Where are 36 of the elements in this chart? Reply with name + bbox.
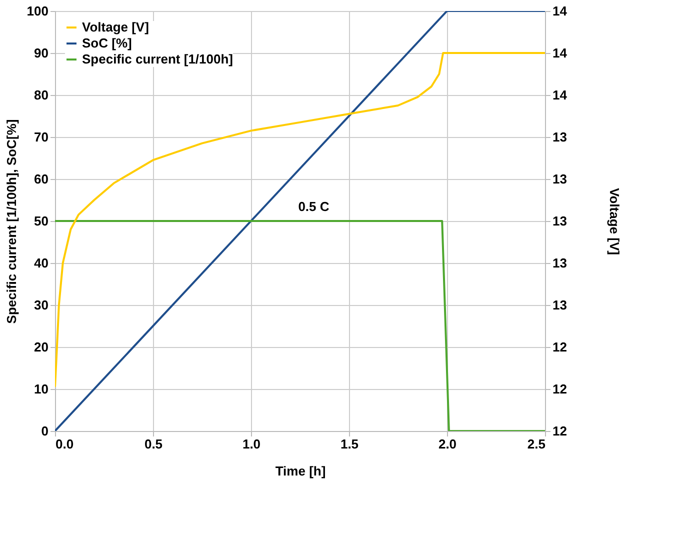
y2-tick-label: 13 <box>552 130 567 144</box>
y2-tick-label: 13 <box>552 256 567 270</box>
y-tick-label: 30 <box>34 298 48 312</box>
y-tick-label: 100 <box>26 4 48 18</box>
y2-axis-title: Voltage [V] <box>606 188 622 255</box>
y2-tick-label: 12 <box>552 340 567 354</box>
x-tick-label: 0.5 <box>144 436 163 452</box>
x-tick-label: 2.0 <box>438 436 457 452</box>
y-tick-label: 0 <box>41 424 48 438</box>
y2-tick-label: 14 <box>552 88 568 102</box>
y-tick-label: 70 <box>34 130 48 144</box>
y2-tick-label: 12 <box>552 424 567 438</box>
annotation: 0.5 C <box>298 199 330 214</box>
line-series <box>55 52 545 388</box>
y-tick-label: 60 <box>34 172 48 186</box>
y-tick-label: 90 <box>34 46 48 60</box>
x-tick-label: 0.0 <box>56 436 74 452</box>
y2-tick-label: 13 <box>552 172 567 186</box>
y2-tick-label: 12 <box>552 382 567 396</box>
x-tick-label: 1.0 <box>242 436 261 452</box>
x-axis-title: Time [h] <box>275 464 326 478</box>
y-tick-label: 50 <box>34 214 48 228</box>
y-tick-label: 10 <box>34 382 48 396</box>
legend-label: Voltage [V] <box>82 20 149 34</box>
legend-label: SoC [%] <box>82 36 132 50</box>
y-tick-label: 40 <box>34 256 48 270</box>
x-tick-label: 2.5 <box>527 436 546 452</box>
y2-tick-label: 14 <box>552 46 568 60</box>
y-tick-label: 20 <box>34 340 48 354</box>
legend-label: Specific current [1/100h] <box>82 52 233 66</box>
y-tick-label: 80 <box>34 88 48 102</box>
y2-tick-label: 13 <box>552 214 567 228</box>
y2-tick-label: 14 <box>552 4 568 18</box>
y2-tick-label: 13 <box>552 298 567 312</box>
x-tick-label: 1.5 <box>340 436 359 452</box>
y-axis-title: Specific current [1/100h], SoC[%] <box>4 119 19 324</box>
